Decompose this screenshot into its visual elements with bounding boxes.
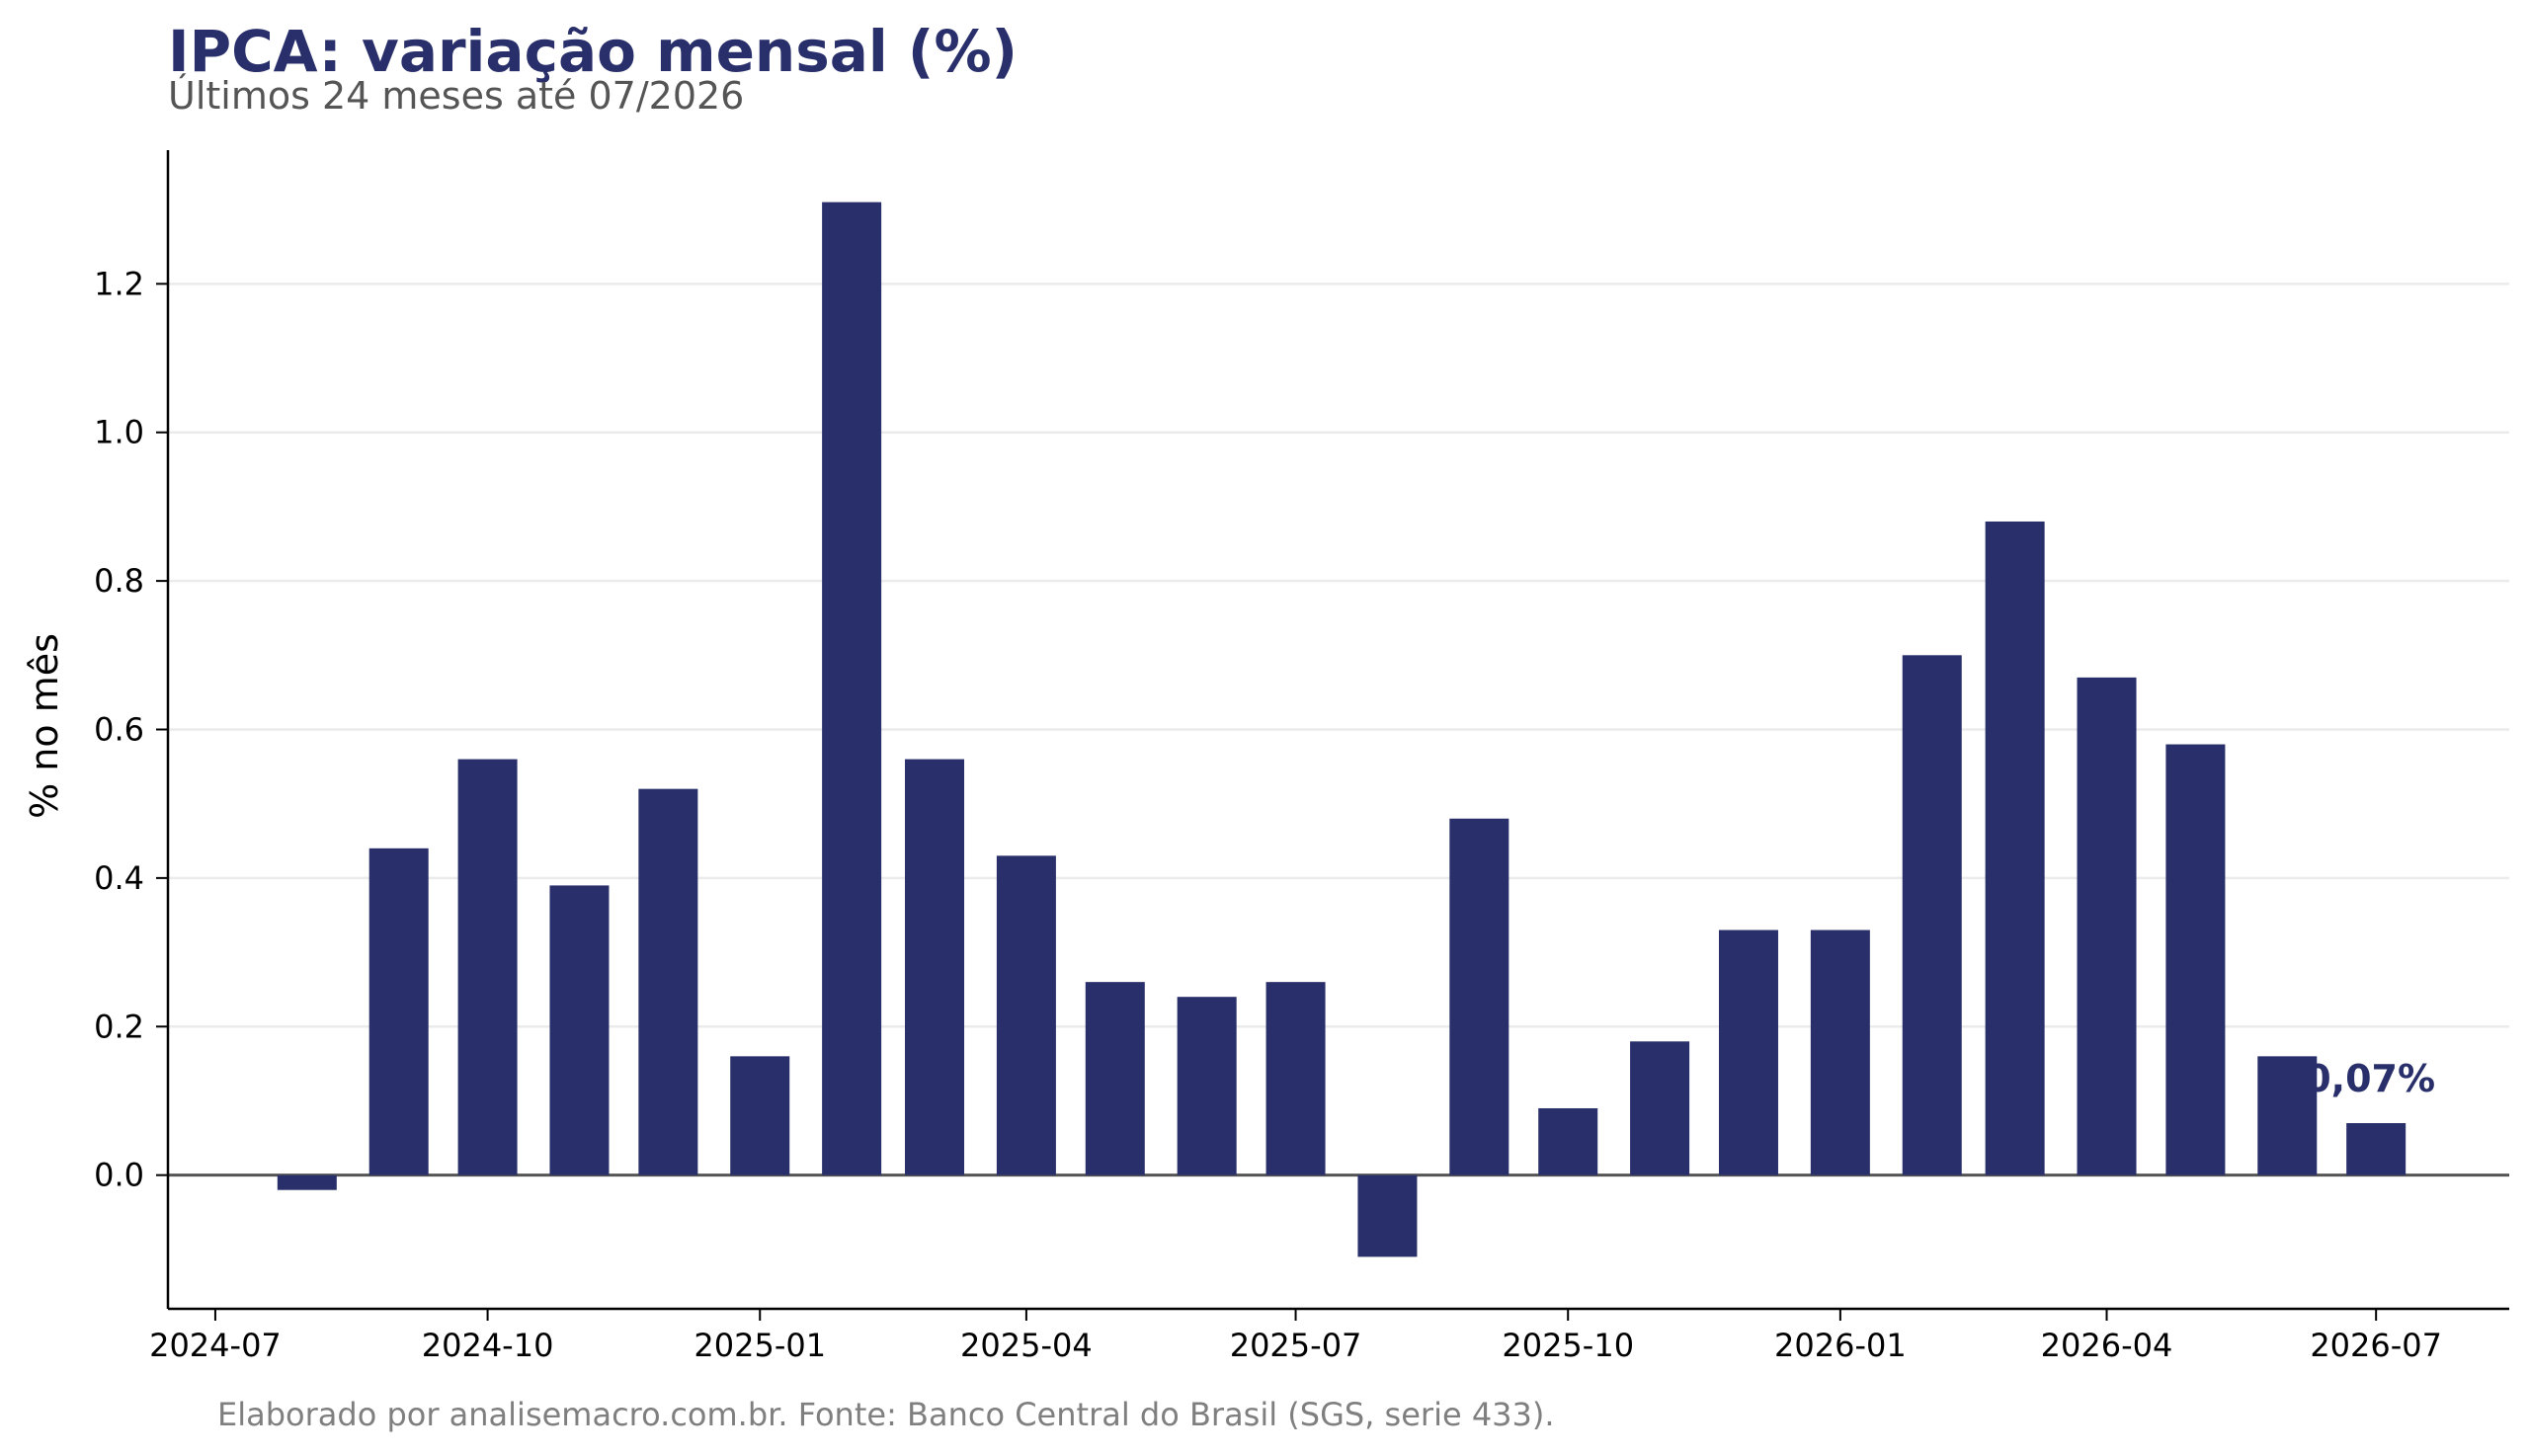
y-tick-label: 1.2 bbox=[94, 265, 144, 302]
bar-2026-03 bbox=[1985, 521, 2045, 1175]
bar-2025-09 bbox=[1449, 818, 1509, 1175]
y-axis-label: % no mês bbox=[23, 633, 66, 819]
bar-2025-01 bbox=[730, 1056, 790, 1175]
bar-2026-07 bbox=[2346, 1123, 2407, 1175]
grid bbox=[168, 283, 2509, 1176]
bar-2025-11 bbox=[1630, 1041, 1690, 1175]
y-tick-label: 1.0 bbox=[94, 414, 144, 451]
bar-2025-05 bbox=[1085, 982, 1145, 1175]
y-tick-label: 0.2 bbox=[94, 1008, 144, 1045]
bar-2024-11 bbox=[549, 885, 610, 1175]
x-tick-label: 2026-07 bbox=[2310, 1327, 2442, 1364]
y-tick-label: 0.0 bbox=[94, 1157, 144, 1194]
bar-2025-04 bbox=[996, 855, 1056, 1175]
chart-subtitle: Últimos 24 meses até 07/2026 bbox=[168, 74, 744, 118]
bar-2025-07 bbox=[1265, 982, 1326, 1175]
bar-2024-10 bbox=[457, 759, 518, 1175]
chart-title: IPCA: variação mensal (%) bbox=[168, 18, 1018, 85]
x-tick-label: 2024-10 bbox=[422, 1327, 554, 1364]
x-tick-label: 2025-10 bbox=[1502, 1327, 1634, 1364]
bar-2024-08 bbox=[277, 1174, 337, 1190]
bar-2026-05 bbox=[2165, 744, 2226, 1175]
bar-2026-01 bbox=[1810, 930, 1870, 1175]
bar-2025-08 bbox=[1357, 1174, 1418, 1257]
y-tick-label: 0.8 bbox=[94, 562, 144, 600]
y-ticks: 0.0 0.2 0.4 0.6 0.8 1.0 1.2 bbox=[94, 265, 168, 1194]
last-value-annotation: 0,07% bbox=[2305, 1057, 2435, 1100]
x-tick-label: 2026-04 bbox=[2041, 1327, 2173, 1364]
bar-2026-06 bbox=[2257, 1056, 2318, 1175]
y-tick-label: 0.6 bbox=[94, 711, 144, 749]
bar-2024-12 bbox=[638, 788, 698, 1175]
x-tick-label: 2025-04 bbox=[960, 1327, 1093, 1364]
x-ticks: 2024-07 2024-10 2025-01 2025-04 2025-07 2025-… bbox=[149, 1309, 2442, 1364]
bar-2026-02 bbox=[1902, 655, 1962, 1175]
bar-2025-03 bbox=[905, 759, 965, 1175]
bar-2025-06 bbox=[1177, 997, 1237, 1175]
source-caption: Elaborado por analisemacro.com.br. Fonte… bbox=[217, 1396, 1555, 1433]
bar-2025-02 bbox=[822, 202, 882, 1175]
y-tick-label: 0.4 bbox=[94, 859, 144, 897]
x-tick-label: 2026-01 bbox=[1774, 1327, 1907, 1364]
bar-2025-10 bbox=[1538, 1107, 1598, 1175]
x-tick-label: 2025-07 bbox=[1230, 1327, 1362, 1364]
bar-2025-12 bbox=[1718, 930, 1778, 1175]
bar-2026-04 bbox=[2077, 677, 2137, 1175]
bars bbox=[277, 202, 2407, 1257]
x-tick-label: 2025-01 bbox=[693, 1327, 826, 1364]
x-tick-label: 2024-07 bbox=[149, 1327, 282, 1364]
bar-2024-09 bbox=[368, 848, 429, 1175]
